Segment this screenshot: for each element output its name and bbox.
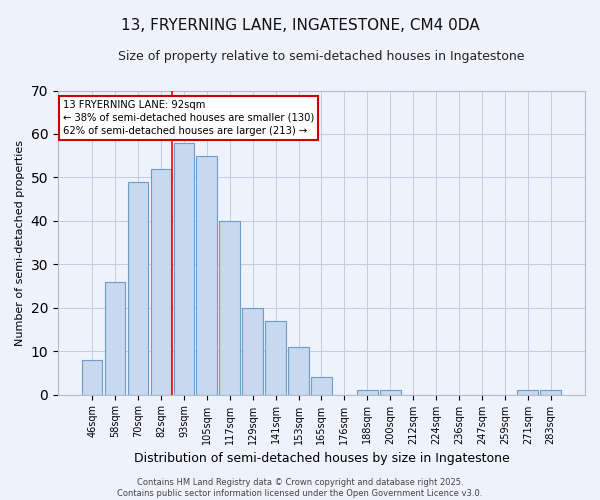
Bar <box>220 221 240 394</box>
Bar <box>288 347 309 395</box>
Bar <box>128 182 148 394</box>
Bar <box>151 168 171 394</box>
Bar <box>541 390 561 394</box>
Bar <box>357 390 377 394</box>
Bar <box>380 390 401 394</box>
Bar <box>105 282 125 395</box>
Bar <box>173 142 194 394</box>
Bar <box>196 156 217 394</box>
Bar <box>242 308 263 394</box>
Bar <box>265 320 286 394</box>
Title: Size of property relative to semi-detached houses in Ingatestone: Size of property relative to semi-detach… <box>118 50 525 63</box>
Text: 13, FRYERNING LANE, INGATESTONE, CM4 0DA: 13, FRYERNING LANE, INGATESTONE, CM4 0DA <box>121 18 479 32</box>
Text: 13 FRYERNING LANE: 92sqm
← 38% of semi-detached houses are smaller (130)
62% of : 13 FRYERNING LANE: 92sqm ← 38% of semi-d… <box>63 100 314 136</box>
Bar <box>311 377 332 394</box>
Text: Contains HM Land Registry data © Crown copyright and database right 2025.
Contai: Contains HM Land Registry data © Crown c… <box>118 478 482 498</box>
X-axis label: Distribution of semi-detached houses by size in Ingatestone: Distribution of semi-detached houses by … <box>134 452 509 465</box>
Bar <box>82 360 103 394</box>
Y-axis label: Number of semi-detached properties: Number of semi-detached properties <box>15 140 25 346</box>
Bar <box>517 390 538 394</box>
